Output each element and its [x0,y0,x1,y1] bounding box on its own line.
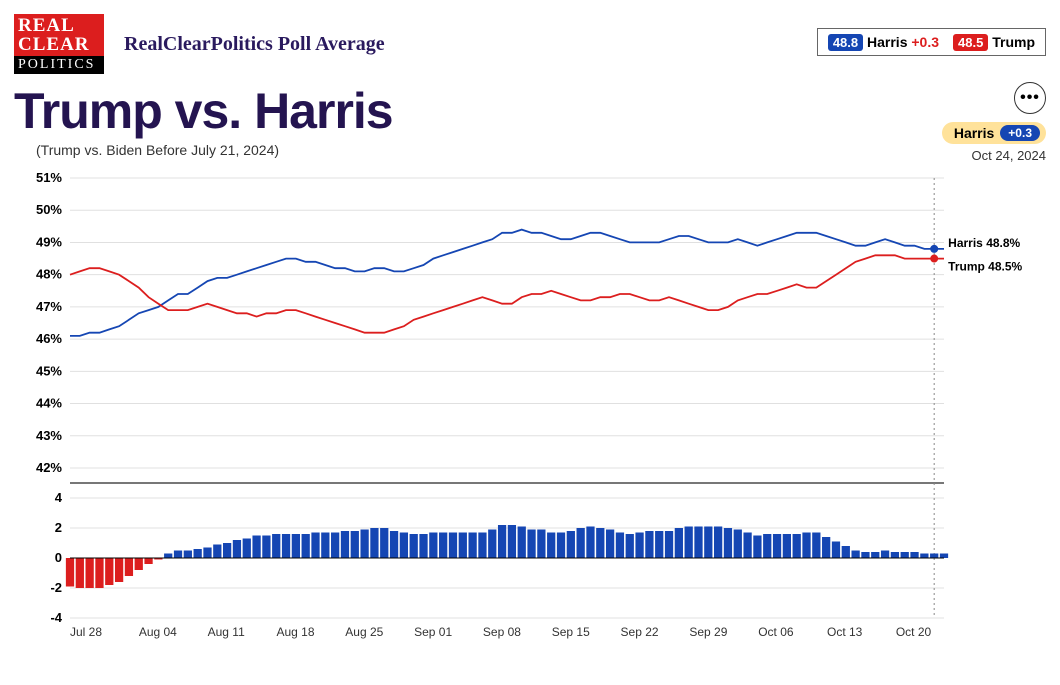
more-button[interactable]: ••• [1014,82,1046,114]
svg-text:-2: -2 [50,580,62,595]
svg-text:Oct 13: Oct 13 [827,625,863,639]
svg-text:Aug 11: Aug 11 [208,625,245,639]
page-subtitle: RealClearPolitics Poll Average [124,33,385,56]
svg-text:Aug 04: Aug 04 [139,625,177,639]
logo-line3: POLITICS [14,56,104,74]
svg-text:Sep 01: Sep 01 [414,625,452,639]
trump-name: Trump [992,34,1035,50]
title-row: Trump vs. Harris (Trump vs. Biden Before… [14,82,1046,163]
svg-text:44%: 44% [36,396,62,411]
svg-text:Sep 15: Sep 15 [552,625,590,639]
leader-lead-pill: +0.3 [1000,125,1040,141]
legend-box: 48.8 Harris +0.3 48.5 Trump [817,28,1046,56]
trump-value-pill: 48.5 [953,34,988,51]
title-right: ••• Harris +0.3 Oct 24, 2024 [942,82,1046,163]
svg-text:Harris 48.8%: Harris 48.8% [948,236,1020,250]
svg-text:47%: 47% [36,299,62,314]
harris-name: Harris [867,34,907,50]
svg-text:0: 0 [55,550,62,565]
legend-trump: 48.5 Trump [953,34,1035,50]
svg-text:Sep 08: Sep 08 [483,625,521,639]
current-date: Oct 24, 2024 [942,148,1046,163]
svg-text:48%: 48% [36,267,62,282]
leader-name: Harris [954,125,994,141]
leader-chip-wrap: Harris +0.3 [942,114,1046,144]
poll-chart: 42% 43% 44% 45% 46% 47% 48% 49% 50% 51% -4 -2 0 2 4 Har… [14,173,1044,653]
logo-line1: REAL [14,14,104,35]
svg-text:45%: 45% [36,363,62,378]
svg-text:43%: 43% [36,428,62,443]
title-block: Trump vs. Harris (Trump vs. Biden Before… [14,82,393,158]
header: REAL CLEAR POLITICS RealClearPolitics Po… [14,14,1046,60]
svg-text:Jul 28: Jul 28 [70,625,102,639]
logo-line2: CLEAR [14,35,104,56]
leader-chip: Harris +0.3 [942,122,1046,144]
svg-text:Sep 22: Sep 22 [621,625,659,639]
svg-text:4: 4 [55,490,63,505]
lead-text: +0.3 [911,34,939,50]
page-title: Trump vs. Harris [14,82,393,140]
sub-note: (Trump vs. Biden Before July 21, 2024) [36,142,393,158]
chart-container: 42% 43% 44% 45% 46% 47% 48% 49% 50% 51% -4 -2 0 2 4 Har… [14,173,1046,658]
svg-text:-4: -4 [50,610,62,625]
svg-text:49%: 49% [36,234,62,249]
svg-text:Aug 25: Aug 25 [345,625,383,639]
svg-text:Oct 06: Oct 06 [758,625,794,639]
svg-text:Sep 29: Sep 29 [689,625,727,639]
harris-value-pill: 48.8 [828,34,863,51]
logo: REAL CLEAR POLITICS [14,14,104,60]
svg-text:Oct 20: Oct 20 [896,625,932,639]
header-left: REAL CLEAR POLITICS RealClearPolitics Po… [14,14,385,60]
svg-text:Aug 18: Aug 18 [276,625,314,639]
legend-harris: 48.8 Harris +0.3 [828,34,939,50]
svg-text:51%: 51% [36,173,62,185]
svg-text:Trump 48.5%: Trump 48.5% [948,260,1022,274]
svg-text:42%: 42% [36,460,62,475]
svg-text:50%: 50% [36,202,62,217]
svg-text:2: 2 [55,520,62,535]
svg-text:46%: 46% [36,331,62,346]
